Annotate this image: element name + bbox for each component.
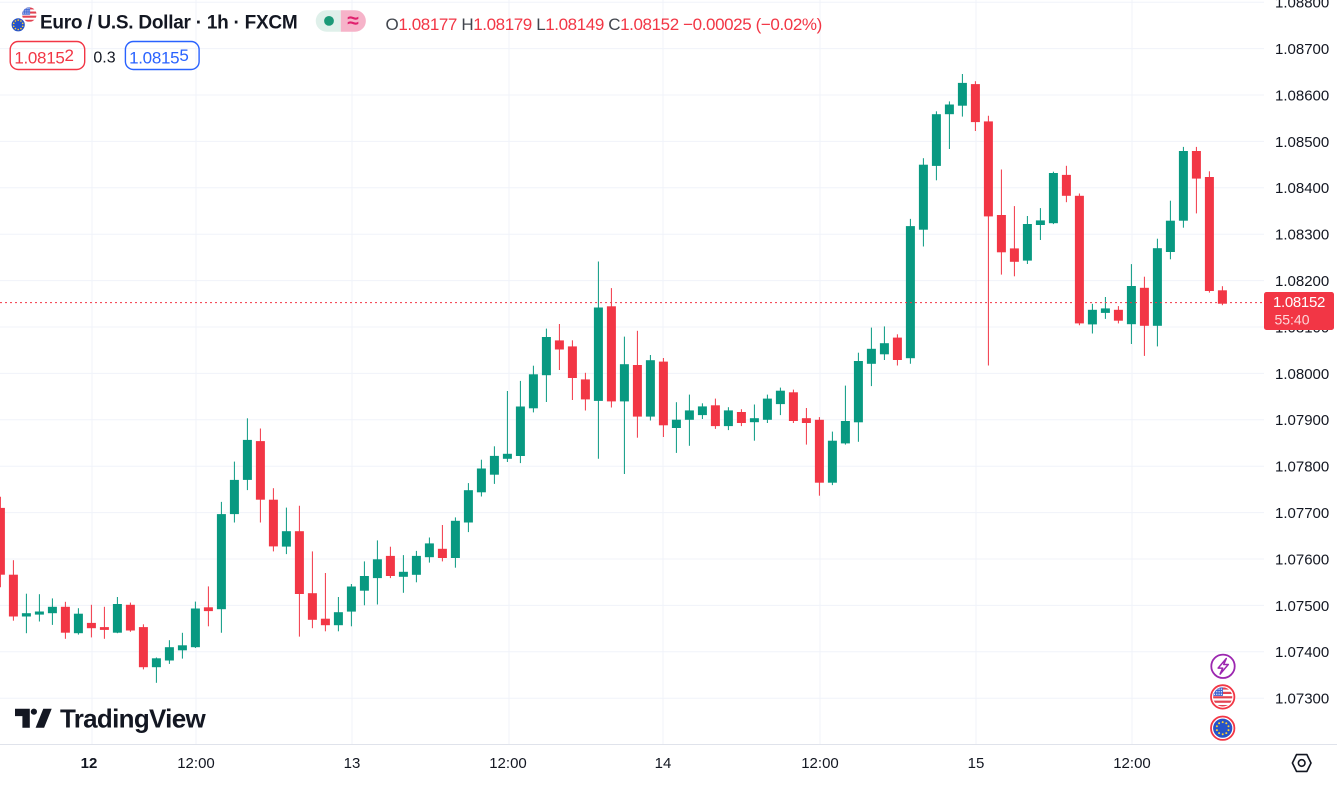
svg-text:1.08152: 1.08152 (14, 46, 73, 67)
svg-text:1.08700: 1.08700 (1275, 41, 1329, 58)
svg-text:0.3: 0.3 (93, 50, 115, 67)
svg-text:12:00: 12:00 (177, 755, 215, 772)
svg-text:13: 13 (344, 755, 361, 772)
svg-text:Euro / U.S. Dollar · 1h · FXCM: Euro / U.S. Dollar · 1h · FXCM (40, 12, 297, 33)
svg-text:1.07900: 1.07900 (1275, 412, 1329, 429)
svg-text:1.08200: 1.08200 (1275, 273, 1329, 290)
svg-text:1.08000: 1.08000 (1275, 366, 1329, 383)
svg-text:14: 14 (655, 755, 672, 772)
svg-text:1.07600: 1.07600 (1275, 551, 1329, 568)
svg-text:1.08800: 1.08800 (1275, 0, 1329, 12)
svg-text:15: 15 (968, 755, 985, 772)
svg-text:1.08152: 1.08152 (1273, 294, 1325, 311)
svg-text:1.07400: 1.07400 (1275, 644, 1329, 661)
svg-text:1.08600: 1.08600 (1275, 87, 1329, 104)
svg-text:1.08155: 1.08155 (129, 46, 188, 67)
svg-text:1.07500: 1.07500 (1275, 598, 1329, 615)
svg-text:12:00: 12:00 (1113, 755, 1151, 772)
svg-text:1.08400: 1.08400 (1275, 180, 1329, 197)
svg-text:1.08300: 1.08300 (1275, 227, 1329, 244)
svg-text:TradingView: TradingView (60, 704, 206, 734)
svg-text:12: 12 (81, 755, 98, 772)
svg-text:55:40: 55:40 (1274, 312, 1309, 328)
svg-text:1.07700: 1.07700 (1275, 505, 1329, 522)
svg-text:12:00: 12:00 (489, 755, 527, 772)
svg-text:≈: ≈ (347, 10, 359, 33)
svg-text:1.08500: 1.08500 (1275, 134, 1329, 151)
svg-text:1.07800: 1.07800 (1275, 459, 1329, 476)
svg-text:12:00: 12:00 (801, 755, 839, 772)
svg-text:1.07300: 1.07300 (1275, 691, 1329, 708)
svg-text:O1.08177 H1.08179 L1.08149 C1.: O1.08177 H1.08179 L1.08149 C1.08152 −0.0… (386, 15, 822, 34)
